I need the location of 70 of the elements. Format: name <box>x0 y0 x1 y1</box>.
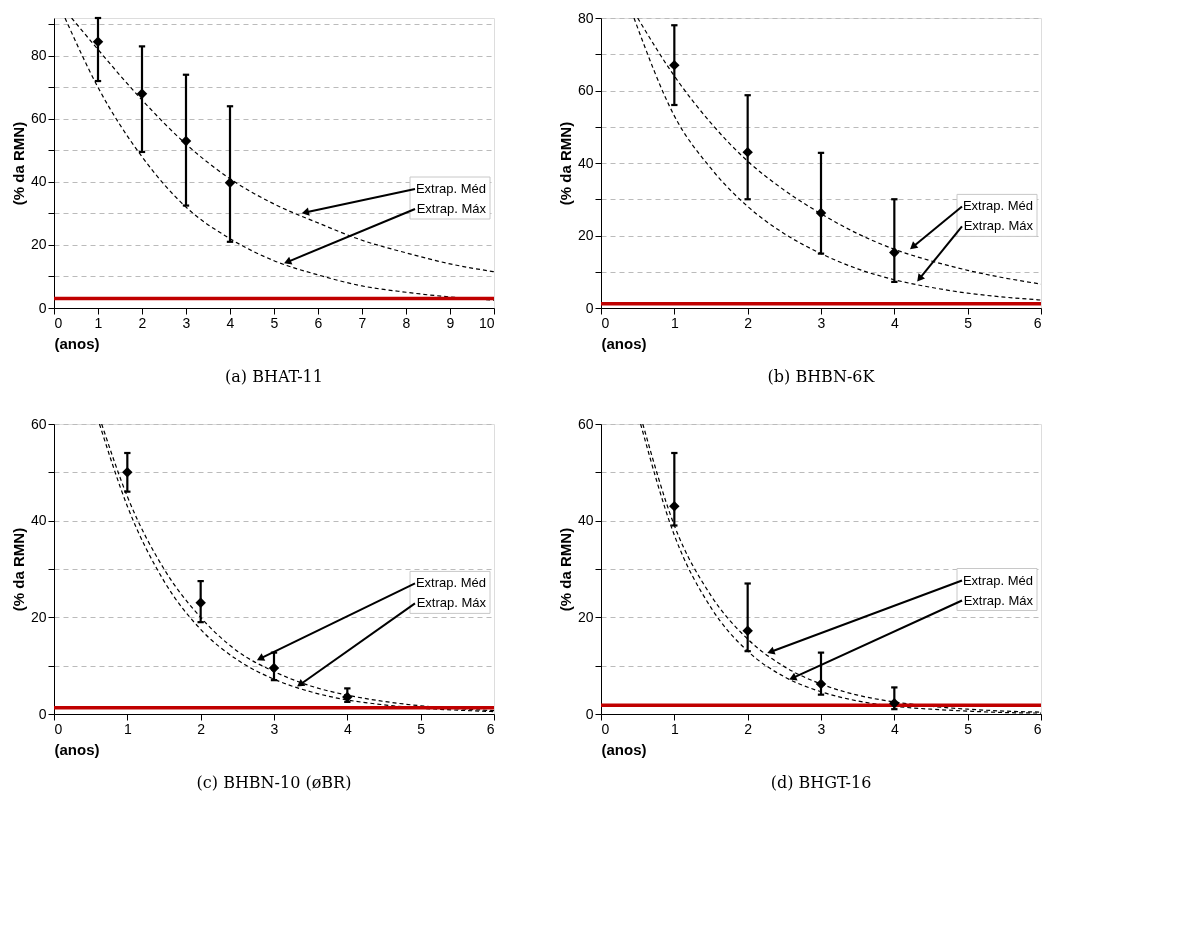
y-axis-title: (% da RMN) <box>9 527 27 612</box>
y-axis-title: (% da RMN) <box>556 527 574 612</box>
annotation: Extrap. Máx <box>416 595 487 611</box>
x-axis-title: (anos) <box>601 740 647 758</box>
y-tick-label: 60 <box>30 415 47 432</box>
text: (a) BHAT-11 <box>225 367 323 386</box>
x-tick-label: 5 <box>270 314 279 331</box>
x-tick-label: 9 <box>446 314 455 331</box>
x-tick-label: 5 <box>964 720 973 737</box>
y-tick-label: 0 <box>38 705 47 722</box>
x-tick-label: 0 <box>54 720 63 737</box>
annotation: Extrap. Méd <box>415 575 486 591</box>
x-tick-label: 3 <box>817 314 826 331</box>
x-tick-label: 0 <box>601 314 610 331</box>
y-tick-label: 20 <box>30 608 47 625</box>
x-tick-label: 3 <box>270 720 279 737</box>
text: (b) BHBN-6K <box>767 367 876 386</box>
x-tick-label: 0 <box>601 720 610 737</box>
x-tick-label: 1 <box>94 314 103 331</box>
annotation: Extrap. Méd <box>415 181 486 196</box>
annotation: Extrap. Méd <box>962 572 1033 588</box>
y-tick-label: 60 <box>30 110 47 127</box>
annotation: Extrap. Máx <box>963 218 1034 234</box>
annotation: Extrap. Máx <box>416 201 487 216</box>
x-tick-label: 4 <box>890 314 899 331</box>
annotation: Extrap. Méd <box>962 198 1033 214</box>
y-tick-label: 20 <box>30 236 47 253</box>
text: (d) BHGT-16 <box>770 773 872 792</box>
x-axis-title: (anos) <box>54 334 100 352</box>
y-tick-label: 40 <box>577 154 594 171</box>
x-tick-label: 0 <box>54 314 63 331</box>
x-axis-title: (anos) <box>54 740 100 758</box>
y-tick-label: 0 <box>585 299 594 316</box>
x-tick-label: 4 <box>343 720 352 737</box>
x-tick-label: 10 <box>478 314 495 331</box>
x-tick-label: 1 <box>670 314 679 331</box>
x-tick-label: 5 <box>964 314 973 331</box>
x-tick-label: 2 <box>197 720 206 737</box>
x-tick-label: 2 <box>744 720 753 737</box>
x-tick-label: 6 <box>486 720 495 737</box>
annotation: Extrap. Máx <box>963 592 1034 608</box>
x-tick-label: 8 <box>402 314 411 331</box>
x-tick-label: 4 <box>890 720 899 737</box>
y-tick-label: 40 <box>30 512 47 529</box>
x-tick-label: 6 <box>1033 720 1042 737</box>
x-tick-label: 3 <box>182 314 191 331</box>
y-tick-label: 0 <box>38 299 47 316</box>
x-tick-label: 6 <box>1033 314 1042 331</box>
x-tick-label: 7 <box>358 314 367 331</box>
x-tick-label: 6 <box>314 314 323 331</box>
y-tick-label: 60 <box>577 415 594 432</box>
y-tick-label: 40 <box>30 173 47 190</box>
x-tick-label: 4 <box>226 314 235 331</box>
y-tick-label: 60 <box>577 82 594 98</box>
x-axis-title: (anos) <box>601 334 647 352</box>
y-axis-title: (% da RMN) <box>556 121 574 206</box>
x-tick-label: 1 <box>123 720 132 737</box>
y-tick-label: 20 <box>577 608 594 625</box>
y-axis-title: (% da RMN) <box>9 121 27 206</box>
x-tick-label: 2 <box>744 314 753 331</box>
y-tick-label: 80 <box>30 47 47 64</box>
y-tick-label: 80 <box>577 9 594 26</box>
x-tick-label: 1 <box>670 720 679 737</box>
x-tick-label: 5 <box>417 720 426 737</box>
x-tick-label: 2 <box>138 314 147 331</box>
x-tick-label: 3 <box>817 720 826 737</box>
y-tick-label: 40 <box>577 512 594 529</box>
y-tick-label: 0 <box>585 705 594 722</box>
text: (c) BHBN-10 (øBR) <box>196 773 352 792</box>
y-tick-label: 20 <box>577 227 594 243</box>
